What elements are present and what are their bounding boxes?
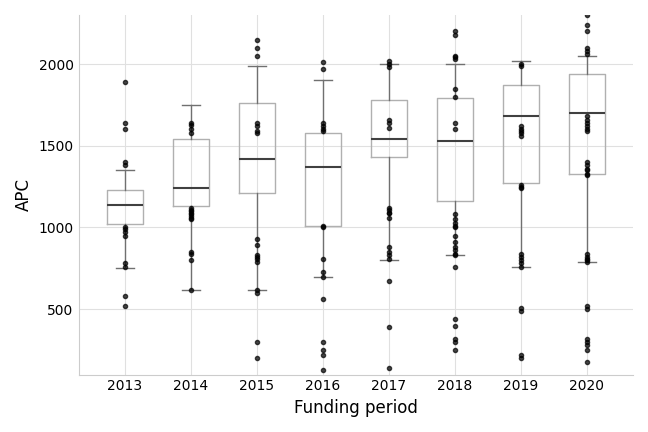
Y-axis label: APC: APC — [15, 178, 33, 211]
X-axis label: Funding period: Funding period — [294, 399, 418, 417]
